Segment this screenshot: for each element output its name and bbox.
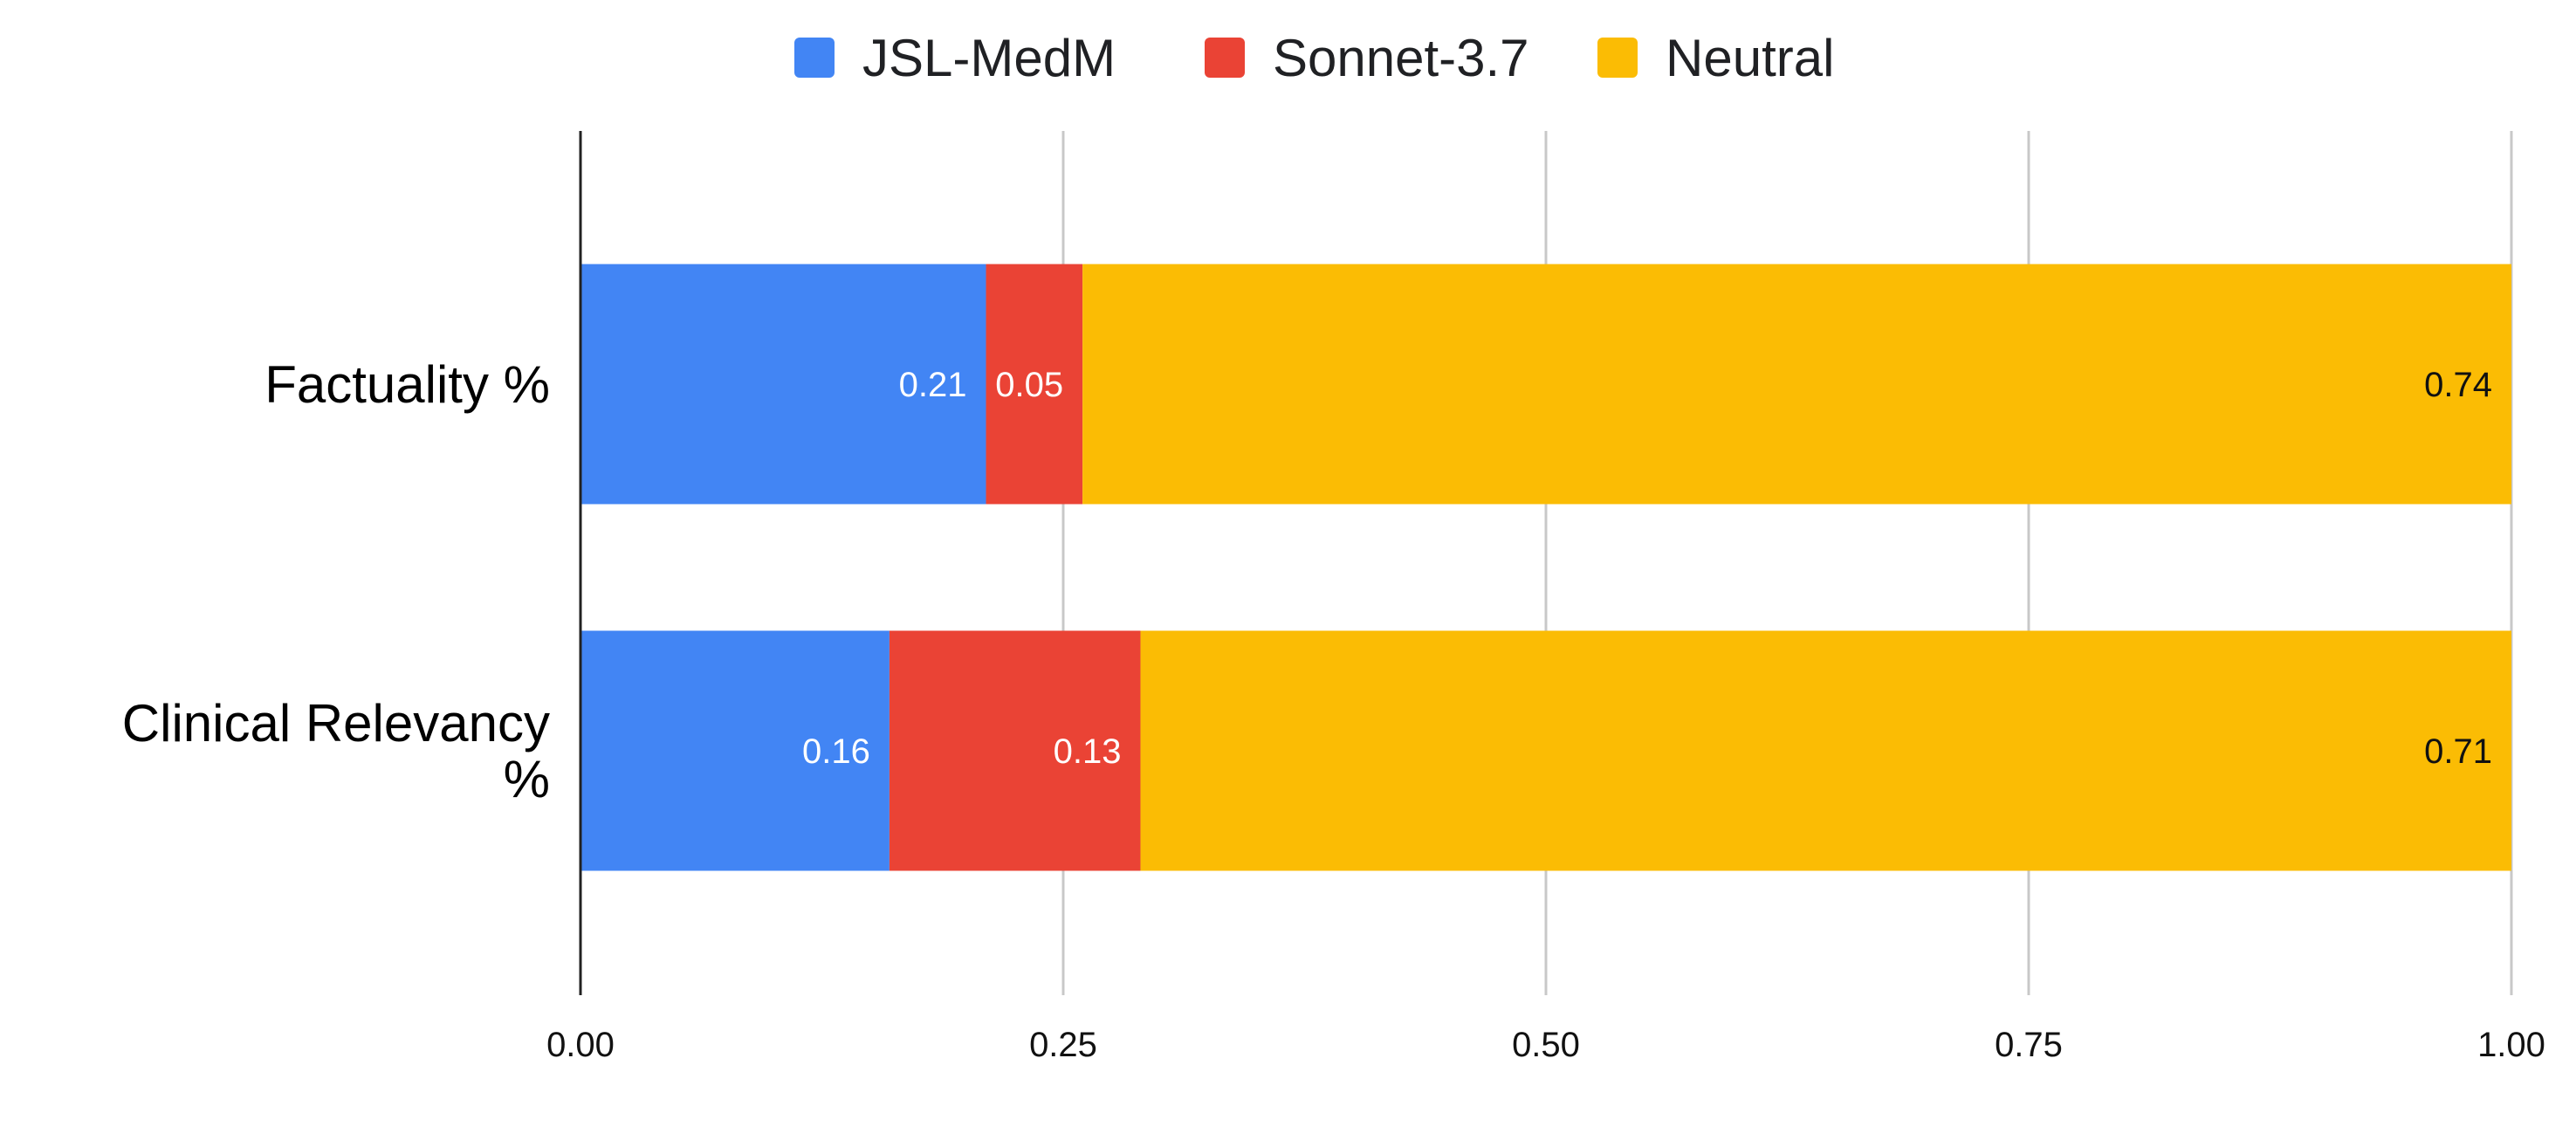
labels: Factuality % Clinical Relevancy % 0.00 0.25 0…: [122, 355, 2545, 1064]
legend-item-neutral: Neutral: [1597, 29, 1834, 87]
data-label-neutral-clinical-relevancy: 0.71: [2424, 732, 2492, 771]
bar-neutral-clinical-relevancy: [1140, 630, 2511, 871]
bar-neutral-factuality: [1082, 264, 2511, 505]
data-label-sonnet-3-7-factuality: 0.05: [995, 366, 1063, 404]
data-label-neutral-factuality: 0.74: [2424, 366, 2492, 404]
legend-item-jsl-medm: JSL-MedM: [794, 29, 1116, 87]
bar-jsl-medm-factuality: [580, 264, 986, 505]
category-label-line: Clinical Relevancy: [122, 694, 550, 752]
bar-sonnet-3-7-factuality: [986, 264, 1083, 505]
category-label-line: Factuality %: [264, 355, 550, 414]
data-label-sonnet-3-7-clinical-relevancy: 0.13: [1054, 732, 1122, 771]
x-tick-label-4: 1.00: [2477, 1026, 2545, 1064]
bar-sonnet-3-7-clinical-relevancy: [889, 630, 1141, 871]
legend-label-jsl-medm: JSL-MedM: [862, 29, 1116, 87]
data-label-jsl-medm-factuality: 0.21: [899, 366, 967, 404]
bar-group-clinical-relevancy: 0.16 0.13 0.71: [580, 630, 2511, 871]
category-label-line: %: [504, 750, 550, 808]
category-label-factuality: Factuality %: [264, 355, 550, 414]
legend-swatch-jsl-medm: [794, 38, 835, 78]
legend-item-sonnet-3-7: Sonnet-3.7: [1205, 29, 1529, 87]
data-label-jsl-medm-clinical-relevancy: 0.16: [802, 732, 870, 771]
legend-label-sonnet-3-7: Sonnet-3.7: [1273, 29, 1529, 87]
x-tick-label-0: 0.00: [546, 1026, 615, 1064]
x-tick-label-3: 0.75: [1995, 1026, 2063, 1064]
legend-swatch-neutral: [1597, 38, 1638, 78]
legend-swatch-sonnet-3-7: [1205, 38, 1245, 78]
bar-jsl-medm-clinical-relevancy: [580, 630, 890, 871]
bar-group-factuality: 0.21 0.05 0.74: [580, 264, 2511, 505]
x-tick-label-2: 0.50: [1512, 1026, 1580, 1064]
legend-label-neutral: Neutral: [1666, 29, 1834, 87]
x-tick-label-1: 0.25: [1029, 1026, 1097, 1064]
legend: JSL-MedM Sonnet-3.7 Neutral: [794, 29, 1834, 87]
category-label-clinical-relevancy: Clinical Relevancy%: [122, 694, 550, 808]
bars: 0.21 0.05 0.74 0.16 0.13 0.71: [580, 264, 2511, 871]
